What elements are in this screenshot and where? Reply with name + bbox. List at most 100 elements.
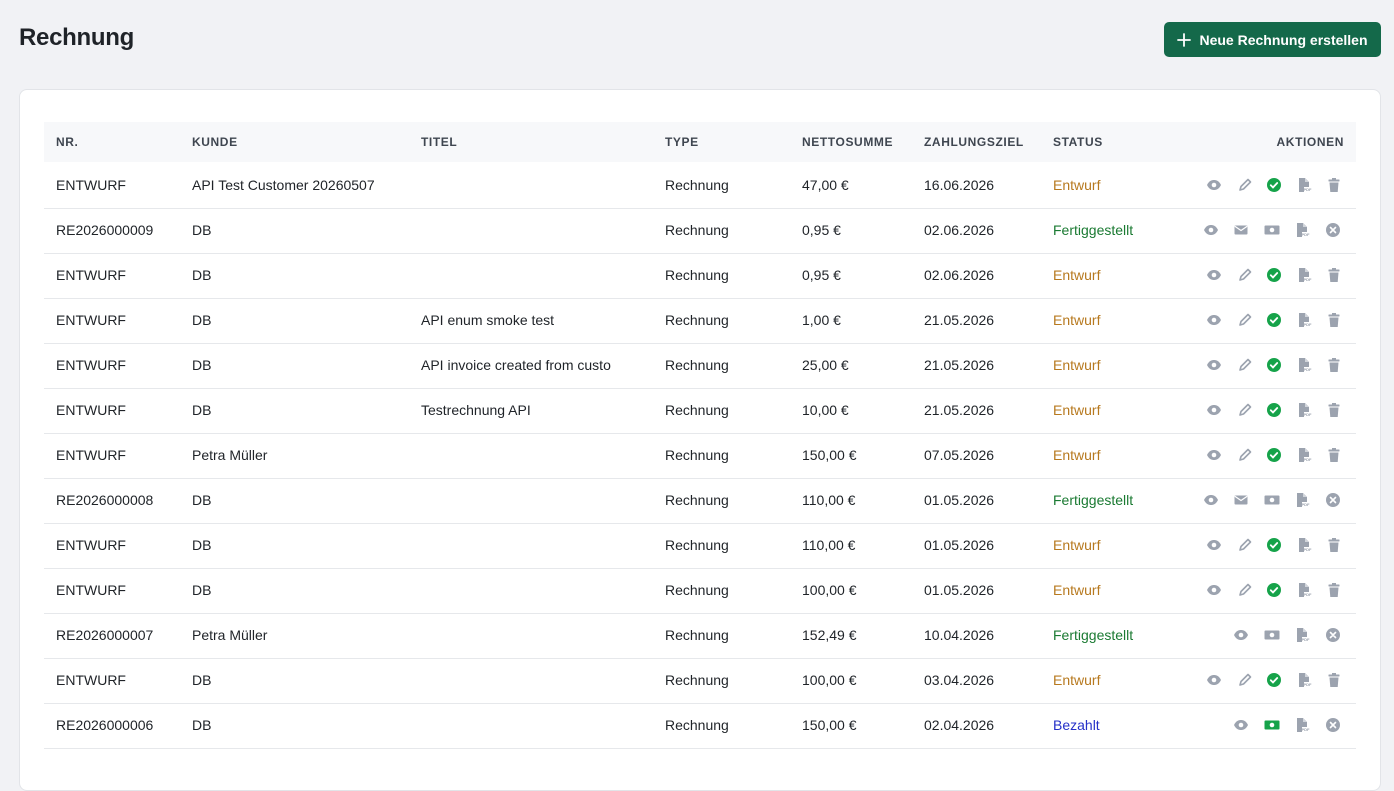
icon-shape: PDF: [1304, 187, 1313, 192]
table-row: ENTWURF Petra Müller Rechnung 150,00 € 07.05…: [44, 433, 1356, 479]
table-row: RE2026000008 DB Rechnung 110,00 € 01.05.2026…: [44, 478, 1356, 524]
eye-action[interactable]: [1206, 672, 1222, 688]
icon-shape: [1269, 632, 1275, 638]
icon-shape: [1332, 403, 1336, 405]
trash-action[interactable]: [1326, 582, 1342, 598]
status-cell: Entwurf: [1053, 357, 1101, 373]
check-action[interactable]: [1266, 357, 1282, 373]
icon-shape: [1329, 452, 1339, 462]
eye-action[interactable]: [1206, 312, 1222, 328]
icon-shape: [1238, 722, 1244, 728]
eye-action[interactable]: [1203, 222, 1219, 238]
icon-shape: [1328, 404, 1340, 407]
pencil-action[interactable]: [1237, 447, 1253, 463]
check-action[interactable]: [1266, 402, 1282, 418]
pdf-action[interactable]: PDF: [1294, 492, 1310, 508]
icon-shape: [1211, 362, 1217, 368]
trash-action[interactable]: [1326, 672, 1342, 688]
icon-shape: PDF: [1304, 457, 1313, 462]
pencil-action[interactable]: [1237, 582, 1253, 598]
icon-shape: [1269, 497, 1275, 503]
table-cell: ENTWURF: [56, 537, 126, 553]
table-cell: 1,00 €: [802, 312, 841, 328]
icon-shape: [1239, 313, 1252, 326]
eye-action[interactable]: [1206, 357, 1222, 373]
table-row: ENTWURF API Test Customer 20260507 Rechnun…: [44, 163, 1356, 209]
icon-shape: [1328, 269, 1340, 272]
icon-shape: [1211, 587, 1217, 593]
eye-action[interactable]: [1206, 447, 1222, 463]
table-cell: API Test Customer 20260507: [192, 177, 375, 193]
icon-shape: [1302, 232, 1309, 237]
icon-shape: [1304, 277, 1311, 282]
mail-action[interactable]: [1233, 492, 1249, 508]
pdf-action[interactable]: PDF: [1296, 537, 1312, 553]
pdf-action[interactable]: PDF: [1296, 312, 1312, 328]
pdf-action[interactable]: PDF: [1296, 447, 1312, 463]
trash-action[interactable]: [1326, 267, 1342, 283]
check-action[interactable]: [1266, 312, 1282, 328]
eye-action[interactable]: [1203, 492, 1219, 508]
pencil-action[interactable]: [1237, 312, 1253, 328]
pdf-action[interactable]: PDF: [1294, 222, 1310, 238]
check-action[interactable]: [1266, 177, 1282, 193]
pencil-action[interactable]: [1237, 672, 1253, 688]
pencil-action[interactable]: [1237, 177, 1253, 193]
eye-action[interactable]: [1233, 717, 1249, 733]
eye-action[interactable]: [1206, 582, 1222, 598]
pdf-action[interactable]: PDF: [1296, 402, 1312, 418]
check-action[interactable]: [1266, 582, 1282, 598]
pdf-action[interactable]: PDF: [1294, 627, 1310, 643]
trash-action[interactable]: [1326, 177, 1342, 193]
trash-action[interactable]: [1326, 357, 1342, 373]
pdf-action[interactable]: PDF: [1294, 717, 1310, 733]
pdf-action[interactable]: PDF: [1296, 582, 1312, 598]
table-cell: 0,95 €: [802, 222, 841, 238]
pencil-action[interactable]: [1237, 267, 1253, 283]
x-action[interactable]: [1325, 717, 1341, 733]
pencil-action[interactable]: [1237, 537, 1253, 553]
new-invoice-button[interactable]: Neue Rechnung erstellen: [1164, 22, 1381, 57]
icon-shape: [1305, 448, 1309, 452]
table-row: RE2026000006 DB Rechnung 150,00 € 02.04.2026…: [44, 703, 1356, 749]
pencil-action[interactable]: [1237, 402, 1253, 418]
check-action[interactable]: [1266, 672, 1282, 688]
table-cell: DB: [192, 672, 212, 688]
pencil-action[interactable]: [1237, 357, 1253, 373]
mail-action[interactable]: [1233, 222, 1249, 238]
cashg-action[interactable]: [1264, 717, 1280, 733]
table-cell: ENTWURF: [56, 672, 126, 688]
check-action[interactable]: [1266, 447, 1282, 463]
trash-action[interactable]: [1326, 312, 1342, 328]
pdf-action[interactable]: PDF: [1296, 357, 1312, 373]
cash-action[interactable]: [1264, 222, 1280, 238]
x-action[interactable]: [1325, 492, 1341, 508]
x-action[interactable]: [1325, 627, 1341, 643]
table-cell: RE2026000008: [56, 492, 154, 508]
eye-action[interactable]: [1206, 537, 1222, 553]
table-cell: ENTWURF: [56, 312, 126, 328]
eye-action[interactable]: [1233, 627, 1249, 643]
pdf-action[interactable]: PDF: [1296, 177, 1312, 193]
cash-action[interactable]: [1264, 492, 1280, 508]
check-action[interactable]: [1266, 537, 1282, 553]
check-action[interactable]: [1266, 267, 1282, 283]
pdf-action[interactable]: PDF: [1296, 672, 1312, 688]
trash-action[interactable]: [1326, 447, 1342, 463]
trash-action[interactable]: [1326, 537, 1342, 553]
trash-action[interactable]: [1326, 402, 1342, 418]
pdf-action[interactable]: PDF: [1296, 267, 1312, 283]
icon-shape: [1305, 538, 1309, 542]
column-header: KUNDE: [192, 135, 238, 149]
eye-action[interactable]: [1206, 267, 1222, 283]
x-action[interactable]: [1325, 222, 1341, 238]
table-cell: Rechnung: [665, 177, 729, 193]
icon-shape: [1269, 452, 1279, 459]
eye-action[interactable]: [1206, 402, 1222, 418]
icon-shape: [1269, 317, 1279, 324]
icon-shape: [1267, 178, 1281, 192]
eye-action[interactable]: [1206, 177, 1222, 193]
table-row: RE2026000007 Petra Müller Rechnung 152,49 €…: [44, 613, 1356, 659]
cash-action[interactable]: [1264, 627, 1280, 643]
icon-shape: [1305, 268, 1309, 272]
